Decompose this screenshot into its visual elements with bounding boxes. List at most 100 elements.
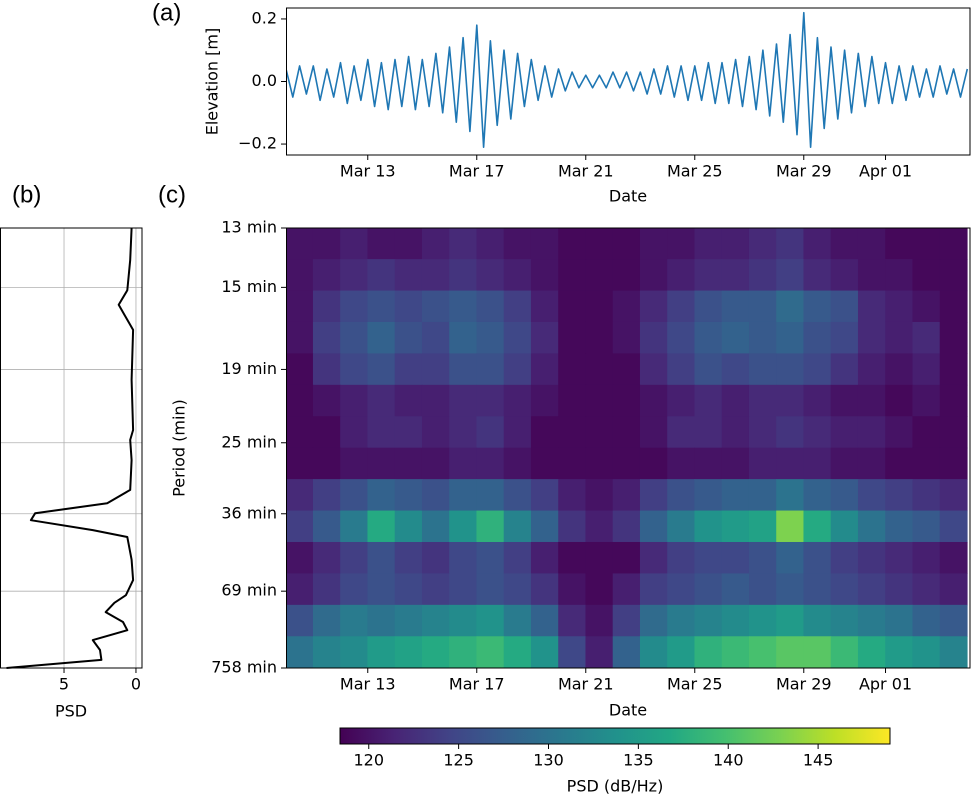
- heat-cell: [585, 353, 614, 386]
- heat-cell: [476, 604, 505, 637]
- heat-cell: [912, 416, 941, 449]
- heat-cell: [585, 416, 614, 449]
- heat-cell: [857, 479, 886, 512]
- heat-cell: [939, 321, 968, 355]
- y-tick-label: 19 min: [221, 359, 277, 378]
- heat-cell: [530, 228, 559, 260]
- heat-cell: [830, 447, 859, 480]
- heat-cell: [748, 604, 777, 637]
- heat-cell: [558, 384, 587, 417]
- x-axis-label: Date: [609, 701, 647, 720]
- heat-cell: [394, 510, 423, 543]
- x-axis-label: Date: [609, 187, 647, 206]
- heat-cell: [367, 541, 396, 575]
- heat-cell: [340, 541, 369, 575]
- heat-cell: [748, 384, 777, 417]
- x-tick-label: 0: [131, 675, 141, 694]
- heat-cell: [394, 290, 423, 323]
- y-tick-label: 758 min: [211, 658, 277, 677]
- heat-cell: [776, 353, 805, 386]
- plot-frame: [0, 227, 143, 669]
- heat-cell: [694, 510, 723, 543]
- heat-cell: [286, 384, 314, 417]
- heat-cell: [312, 604, 341, 637]
- heat-cell: [776, 416, 805, 449]
- heat-cell: [286, 541, 314, 575]
- heat-cell: [612, 510, 641, 543]
- heat-cell: [530, 259, 559, 292]
- heat-cell: [912, 384, 941, 417]
- heat-cell: [367, 636, 396, 668]
- heat-cell: [312, 573, 341, 606]
- heat-cell: [286, 416, 314, 449]
- heat-cell: [721, 321, 750, 355]
- heat-cell: [912, 479, 941, 512]
- heat-cell: [639, 384, 668, 417]
- heat-cell: [449, 228, 478, 260]
- heat-cell: [857, 228, 886, 260]
- heat-cell: [558, 604, 587, 637]
- heat-cell: [748, 510, 777, 543]
- heat-cell: [449, 447, 478, 480]
- heat-cell: [694, 384, 723, 417]
- heat-cell: [694, 636, 723, 668]
- heat-cell: [312, 259, 341, 292]
- heat-cell: [803, 416, 832, 449]
- colorbar-tick-label: 130: [533, 751, 564, 770]
- heat-cell: [585, 228, 614, 260]
- y-tick-label: −0.2: [238, 134, 277, 153]
- x-tick-label: Mar 17: [449, 162, 505, 181]
- heat-cell: [721, 636, 750, 668]
- plot-frame: [286, 7, 971, 156]
- heat-cell: [694, 447, 723, 480]
- heat-cell: [803, 290, 832, 323]
- heat-cell: [721, 416, 750, 449]
- heat-cell: [694, 416, 723, 449]
- heat-cell: [503, 416, 532, 449]
- heat-cell: [776, 259, 805, 292]
- heat-cell: [639, 259, 668, 292]
- colorbar-tick-label: 145: [803, 751, 834, 770]
- plot-frame: [286, 227, 971, 669]
- heat-cell: [885, 541, 914, 575]
- heat-cell: [748, 259, 777, 292]
- heat-cell: [585, 259, 614, 292]
- heat-cell: [286, 228, 314, 260]
- heat-cell: [312, 447, 341, 480]
- heat-cell: [939, 228, 968, 260]
- heat-cell: [748, 228, 777, 260]
- heat-cell: [803, 384, 832, 417]
- heat-cell: [394, 636, 423, 668]
- heat-cell: [476, 259, 505, 292]
- heat-cell: [803, 228, 832, 260]
- heat-cell: [394, 604, 423, 637]
- heat-cell: [639, 636, 668, 668]
- heat-cell: [612, 416, 641, 449]
- heat-cell: [530, 510, 559, 543]
- heat-cell: [830, 259, 859, 292]
- heat-cell: [857, 353, 886, 386]
- heat-cell: [503, 573, 532, 606]
- heat-cell: [857, 321, 886, 355]
- heat-cell: [421, 290, 450, 323]
- heat-cell: [286, 604, 314, 637]
- heat-cell: [912, 290, 941, 323]
- heat-cell: [939, 384, 968, 417]
- heat-cell: [885, 353, 914, 386]
- heat-cell: [503, 510, 532, 543]
- heat-cell: [476, 290, 505, 323]
- heat-cell: [939, 479, 968, 512]
- heat-cell: [340, 573, 369, 606]
- heat-cell: [449, 321, 478, 355]
- heat-cell: [857, 447, 886, 480]
- heat-cell: [694, 604, 723, 637]
- heat-cell: [830, 604, 859, 637]
- heat-cell: [748, 416, 777, 449]
- y-tick-label: 13 min: [221, 218, 277, 237]
- heat-cell: [667, 636, 696, 668]
- heat-cell: [912, 447, 941, 480]
- heat-cell: [830, 321, 859, 355]
- heat-cell: [830, 479, 859, 512]
- heat-cell: [612, 353, 641, 386]
- heat-cell: [340, 321, 369, 355]
